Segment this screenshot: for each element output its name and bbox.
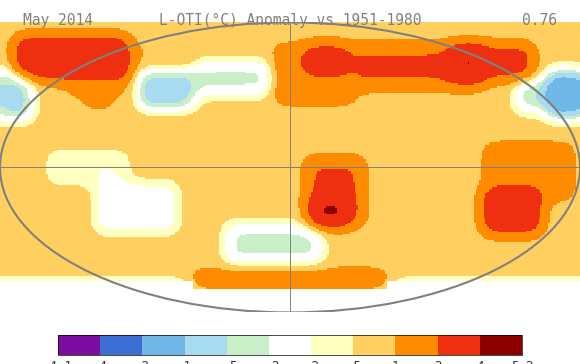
Text: May 2014: May 2014 — [23, 13, 93, 28]
Text: L-OTI(°C) Anomaly vs 1951-1980: L-OTI(°C) Anomaly vs 1951-1980 — [159, 13, 421, 28]
Text: 0.76: 0.76 — [522, 13, 557, 28]
